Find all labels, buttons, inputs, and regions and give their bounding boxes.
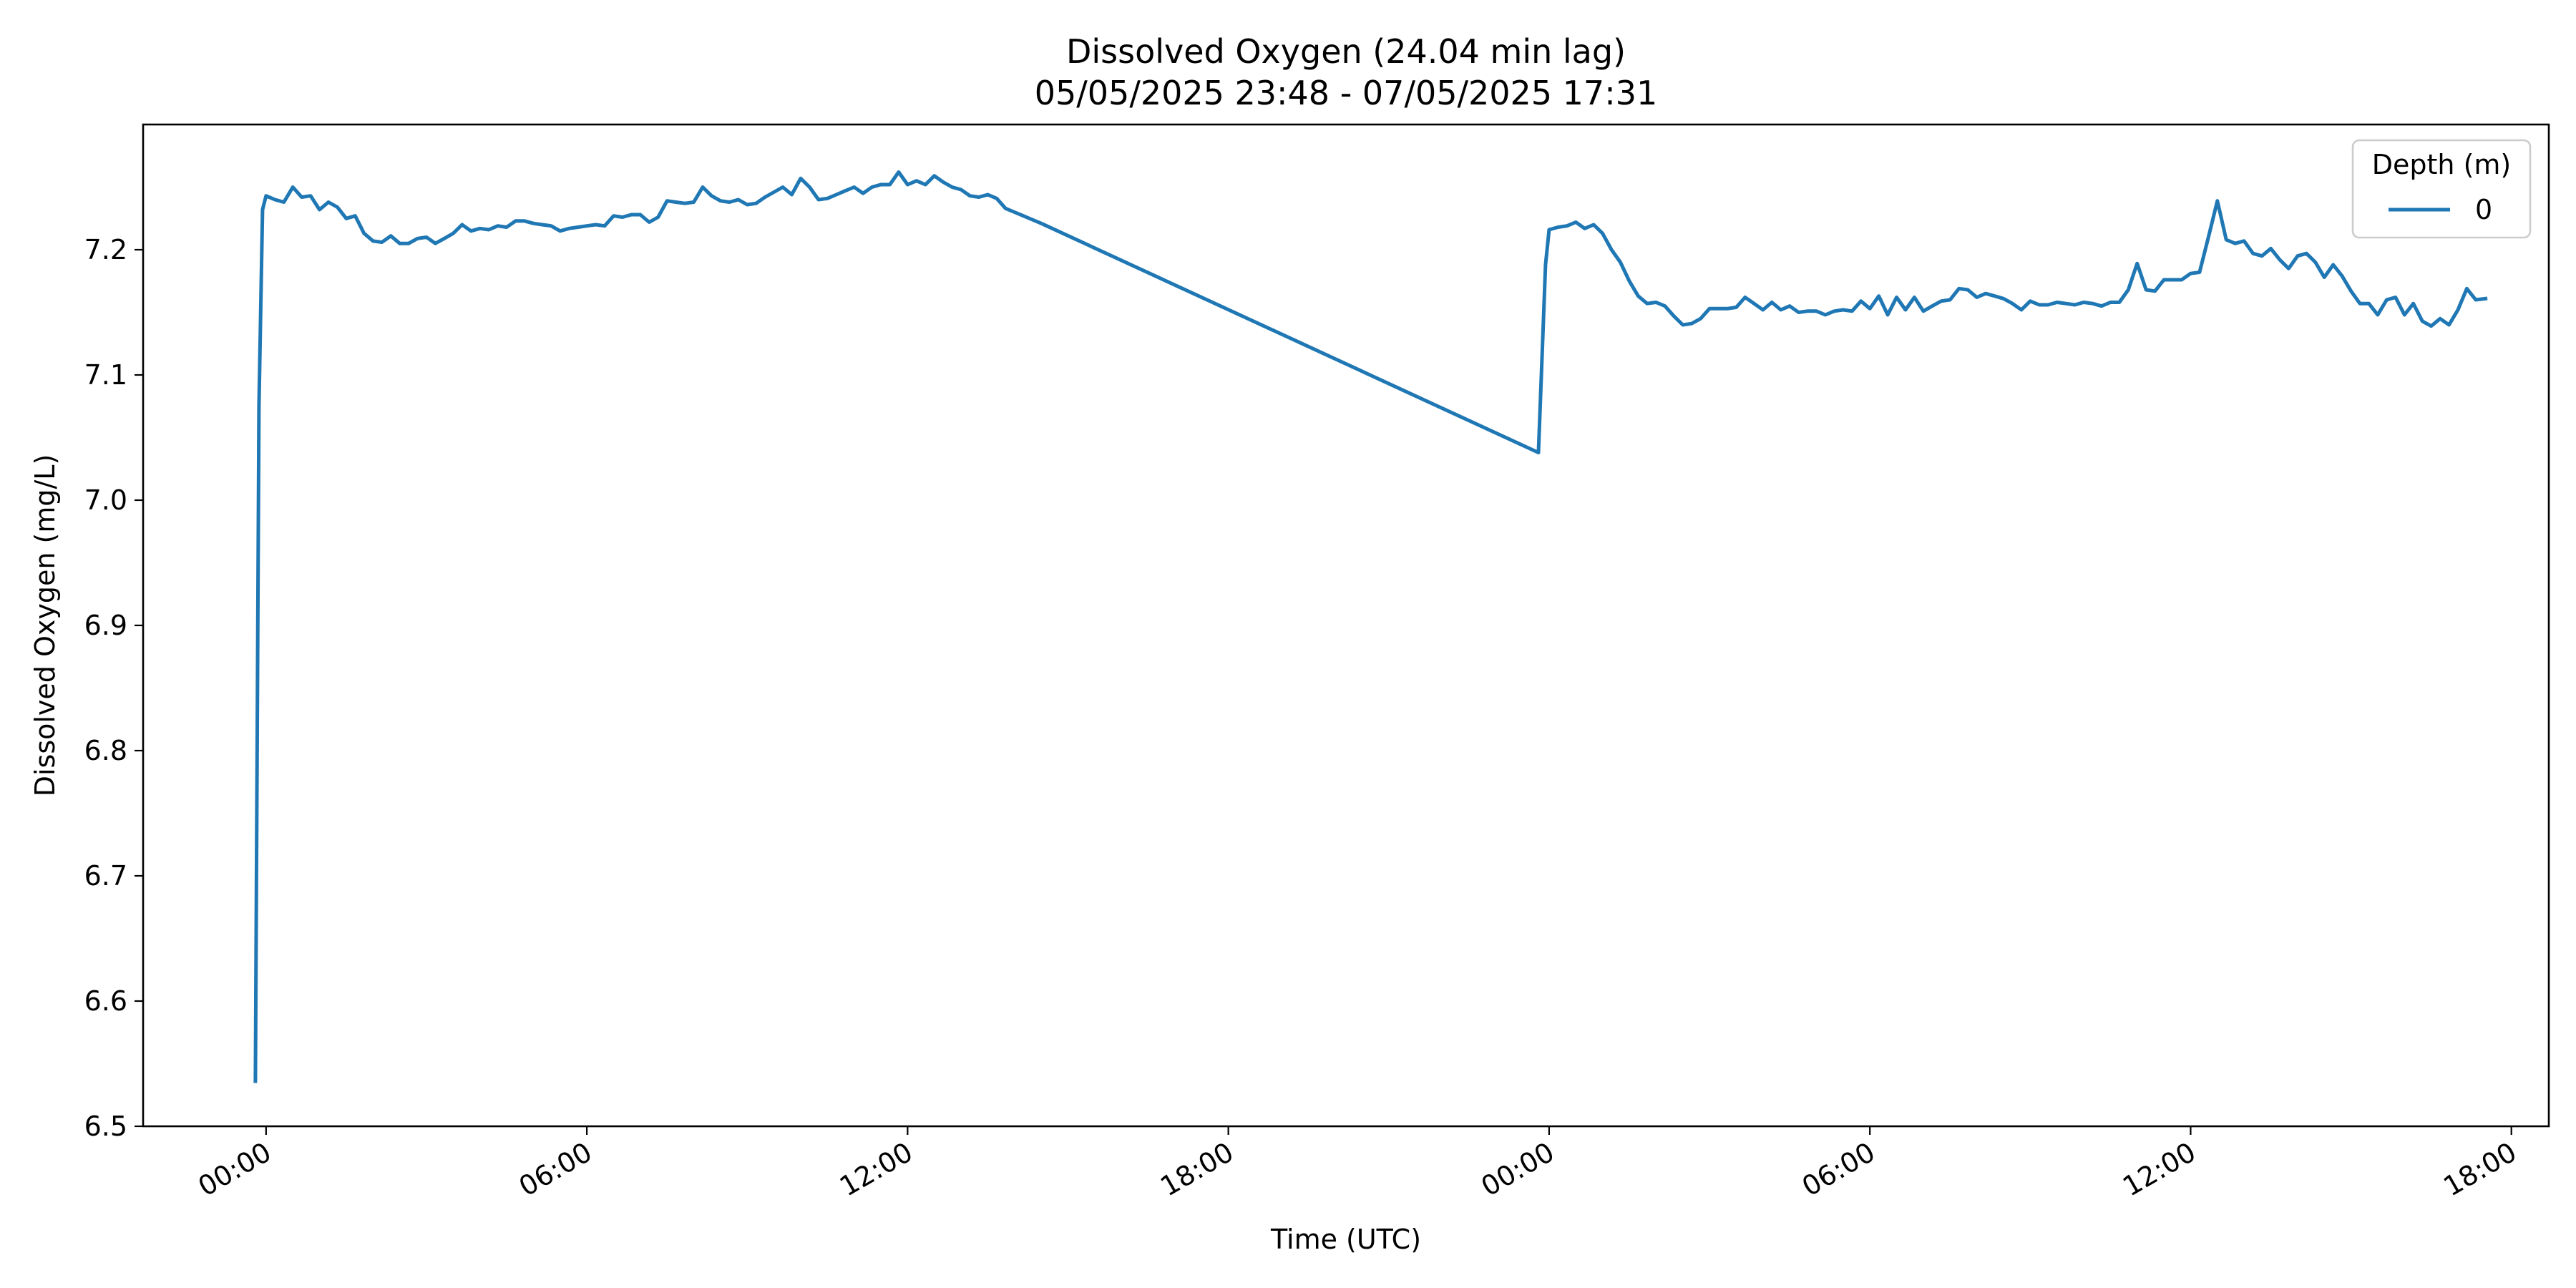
y-tick-label: 6.7 (84, 860, 127, 892)
y-axis-label: Dissolved Oxygen (mg/L) (29, 454, 61, 797)
legend-title: Depth (m) (2372, 149, 2512, 180)
legend-entry-label: 0 (2475, 194, 2492, 225)
legend: Depth (m) 0 (2351, 139, 2532, 239)
chart-title: Dissolved Oxygen (24.04 min lag) (1066, 32, 1626, 71)
x-axis-label: Time (UTC) (1270, 1224, 1421, 1255)
x-tick-label: 12:00 (2117, 1136, 2201, 1203)
series-layer (253, 170, 2488, 1083)
x-tick-label: 00:00 (1476, 1136, 1560, 1203)
plot-area-frame (142, 123, 2550, 1128)
x-axis-ticks: 00:00 06:00 12:00 18:00 00:00 06:00 12:00 18:00 (192, 1126, 2522, 1203)
y-tick-label: 7.1 (84, 359, 127, 391)
x-tick-label: 18:00 (2438, 1136, 2522, 1203)
x-tick-label: 12:00 (834, 1136, 918, 1203)
legend-box (2351, 139, 2532, 239)
x-tick-label: 06:00 (1797, 1136, 1880, 1203)
x-tick-label: 18:00 (1155, 1136, 1239, 1203)
y-tick-label: 6.8 (84, 735, 127, 766)
series-line-depth-0 (253, 170, 2488, 1083)
x-tick-label: 00:00 (192, 1136, 276, 1203)
y-tick-label: 6.6 (84, 985, 127, 1017)
chart-subtitle: 05/05/2025 23:48 - 07/05/2025 17:31 (1035, 74, 1657, 112)
x-tick-label: 06:00 (514, 1136, 597, 1203)
y-tick-label: 6.5 (84, 1111, 127, 1142)
y-axis-ticks: 6.5 6.6 6.7 6.8 6.9 7.0 7.1 7.2 (84, 234, 143, 1142)
y-tick-label: 7.2 (84, 234, 127, 265)
y-tick-label: 6.9 (84, 610, 127, 641)
y-tick-label: 7.0 (84, 484, 127, 516)
